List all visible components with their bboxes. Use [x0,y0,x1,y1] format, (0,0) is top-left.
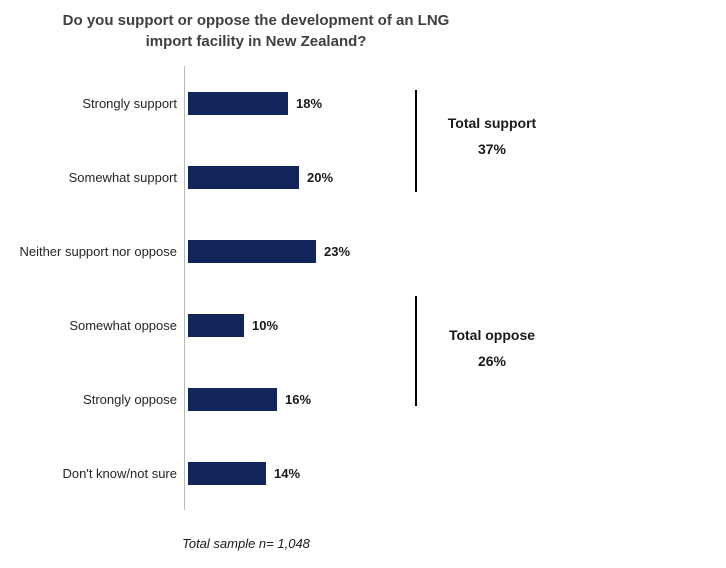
value-label: 23% [324,243,351,259]
bar-row-somewhat-oppose: Somewhat oppose 10% [12,288,452,362]
bar-row-strongly-oppose: Strongly oppose 16% [12,362,452,436]
bar-row-dont-know: Don't know/not sure 14% [12,436,452,510]
category-label: Don't know/not sure [62,465,178,481]
bar-area: 14% [184,436,452,510]
total-oppose-text: Total oppose 26% [433,327,551,370]
bar-row-neither: Neither support nor oppose 23% [12,214,452,288]
plot-area: Strongly support 18% Somewhat support 20… [12,66,452,510]
bar-dont-know [188,461,266,485]
value-label: 20% [307,169,334,185]
oppose-bracket-line [415,296,417,406]
bar-strongly-support [188,91,288,115]
total-oppose-value: 26% [477,353,507,369]
bar-somewhat-oppose [188,313,244,337]
total-support-annotation: Total support 37% [415,90,536,192]
category-label: Strongly support [82,95,177,111]
total-support-label: Total support [447,115,537,131]
bar-area: 10% [184,288,452,362]
total-support-value: 37% [477,141,507,157]
sample-size-footnote: Total sample n= 1,048 [182,536,310,551]
category-label: Strongly oppose [83,391,177,407]
bar-neither [188,239,316,263]
total-support-text: Total support 37% [433,115,551,158]
chart-title: Do you support or oppose the development… [62,12,450,50]
value-label: 18% [296,95,323,111]
value-label: 14% [274,465,301,481]
bar-somewhat-support [188,165,299,189]
category-label: Neither support nor oppose [19,243,177,259]
bar-row-somewhat-support: Somewhat support 20% [12,140,452,214]
total-oppose-annotation: Total oppose 26% [415,296,535,406]
bar-area: 18% [184,66,452,140]
bar-area: 16% [184,362,452,436]
bar-row-strongly-support: Strongly support 18% [12,66,452,140]
category-label: Somewhat oppose [69,317,177,333]
bar-area: 23% [184,214,452,288]
bar-area: 20% [184,140,452,214]
category-label: Somewhat support [68,169,177,185]
total-oppose-label: Total oppose [448,327,536,343]
support-bracket-line [415,90,417,192]
bar-strongly-oppose [188,387,277,411]
value-label: 10% [252,317,279,333]
value-label: 16% [285,391,312,407]
